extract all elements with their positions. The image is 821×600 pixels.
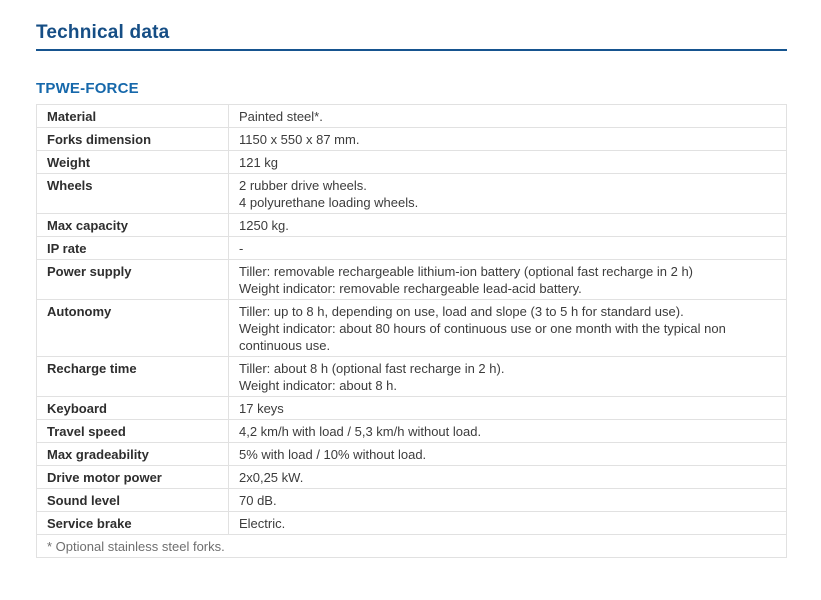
row-label: Keyboard xyxy=(36,396,229,420)
value-line: Weight indicator: removable rechargeable… xyxy=(239,281,582,296)
row-value: 4,2 km/h with load / 5,3 km/h without lo… xyxy=(228,419,787,443)
spec-table: Material Painted steel*. Forks dimension… xyxy=(36,104,787,558)
value-line: 4,2 km/h with load / 5,3 km/h without lo… xyxy=(239,424,482,439)
value-line: 70 dB. xyxy=(239,493,277,508)
value-line: Weight indicator: about 80 hours of cont… xyxy=(239,321,726,353)
row-label: Max capacity xyxy=(36,213,229,237)
row-label: Drive motor power xyxy=(36,465,229,489)
row-value: - xyxy=(228,236,787,260)
row-value: 1150 x 550 x 87 mm. xyxy=(228,127,787,151)
row-label: IP rate xyxy=(36,236,229,260)
table-row-max-capacity: Max capacity 1250 kg. xyxy=(36,213,787,237)
table-row-material: Material Painted steel*. xyxy=(36,104,787,128)
table-row-travel-speed: Travel speed 4,2 km/h with load / 5,3 km… xyxy=(36,419,787,443)
row-value: Tiller: up to 8 h, depending on use, loa… xyxy=(228,299,787,357)
value-line: Tiller: about 8 h (optional fast recharg… xyxy=(239,361,505,376)
row-value: 2x0,25 kW. xyxy=(228,465,787,489)
value-line: 1250 kg. xyxy=(239,218,289,233)
table-footnote: * Optional stainless steel forks. xyxy=(36,534,787,558)
table-row-keyboard: Keyboard 17 keys xyxy=(36,396,787,420)
value-line: 17 keys xyxy=(239,401,284,416)
table-row-sound-level: Sound level 70 dB. xyxy=(36,488,787,512)
table-row-max-gradeability: Max gradeability 5% with load / 10% with… xyxy=(36,442,787,466)
page-title: Technical data xyxy=(36,22,170,43)
table-row-recharge-time: Recharge time Tiller: about 8 h (optiona… xyxy=(36,356,787,397)
row-label: Travel speed xyxy=(36,419,229,443)
row-value: 70 dB. xyxy=(228,488,787,512)
row-value: 5% with load / 10% without load. xyxy=(228,442,787,466)
technical-data-page: Technical data TPWE-FORCE Material Paint… xyxy=(36,22,787,558)
value-line: Tiller: up to 8 h, depending on use, loa… xyxy=(239,304,684,319)
value-line: 1150 x 550 x 87 mm. xyxy=(239,132,360,147)
row-value: 2 rubber drive wheels. 4 polyurethane lo… xyxy=(228,173,787,214)
row-label: Wheels xyxy=(36,173,229,214)
table-row-drive-motor-power: Drive motor power 2x0,25 kW. xyxy=(36,465,787,489)
table-row-service-brake: Service brake Electric. xyxy=(36,511,787,535)
value-line: 2x0,25 kW. xyxy=(239,470,304,485)
row-value: 17 keys xyxy=(228,396,787,420)
row-label: Weight xyxy=(36,150,229,174)
value-line: 4 polyurethane loading wheels. xyxy=(239,195,419,210)
value-line: Tiller: removable rechargeable lithium-i… xyxy=(239,264,694,279)
table-row-autonomy: Autonomy Tiller: up to 8 h, depending on… xyxy=(36,299,787,357)
row-label: Autonomy xyxy=(36,299,229,357)
row-value: 121 kg xyxy=(228,150,787,174)
row-value: Tiller: removable rechargeable lithium-i… xyxy=(228,259,787,300)
row-label: Max gradeability xyxy=(36,442,229,466)
row-label: Service brake xyxy=(36,511,229,535)
value-line: Electric. xyxy=(239,516,286,531)
table-row-power-supply: Power supply Tiller: removable rechargea… xyxy=(36,259,787,300)
table-row-ip-rate: IP rate - xyxy=(36,236,787,260)
value-line: Weight indicator: about 8 h. xyxy=(239,378,398,393)
section-title: TPWE-FORCE xyxy=(36,80,139,97)
value-line: 121 kg xyxy=(239,155,279,170)
row-value: Painted steel*. xyxy=(228,104,787,128)
row-label: Sound level xyxy=(36,488,229,512)
row-label: Recharge time xyxy=(36,356,229,397)
row-label: Material xyxy=(36,104,229,128)
row-label: Forks dimension xyxy=(36,127,229,151)
row-value: Tiller: about 8 h (optional fast recharg… xyxy=(228,356,787,397)
value-line: Painted steel*. xyxy=(239,109,323,124)
value-line: 2 rubber drive wheels. xyxy=(239,178,367,193)
table-footnote-row: * Optional stainless steel forks. xyxy=(36,534,787,558)
value-line: 5% with load / 10% without load. xyxy=(239,447,427,462)
value-line: - xyxy=(239,241,244,256)
row-value: 1250 kg. xyxy=(228,213,787,237)
table-row-weight: Weight 121 kg xyxy=(36,150,787,174)
row-label: Power supply xyxy=(36,259,229,300)
page-header: Technical data xyxy=(36,22,787,51)
table-row-forks-dimension: Forks dimension 1150 x 550 x 87 mm. xyxy=(36,127,787,151)
table-row-wheels: Wheels 2 rubber drive wheels. 4 polyuret… xyxy=(36,173,787,214)
row-value: Electric. xyxy=(228,511,787,535)
